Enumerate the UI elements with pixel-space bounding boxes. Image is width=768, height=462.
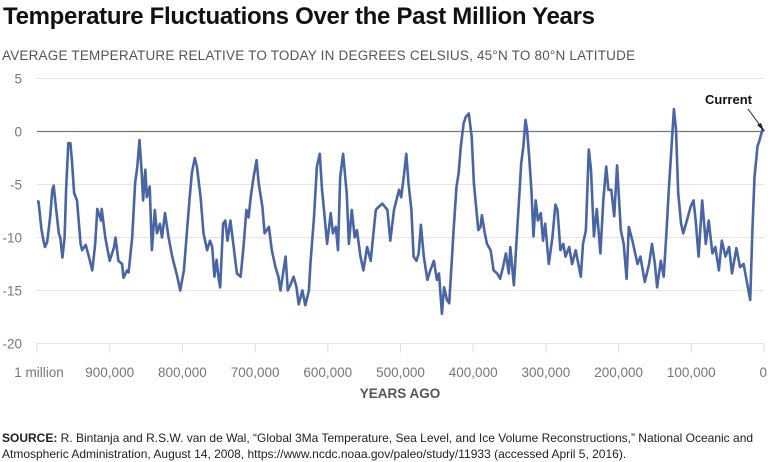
source-label: SOURCE: [2,431,58,445]
y-tick-label: -10 [2,231,22,246]
x-tick-label: 600,000 [303,365,352,380]
y-axis-label: AVERAGE TEMPERATURE RELATIVE TO TODAY IN… [2,48,636,63]
x-tick-label: 200,000 [594,365,643,380]
x-tick-label: 500,000 [376,365,425,380]
source-note: SOURCE: R. Bintanja and R.S.W. van de Wa… [2,430,762,462]
x-tick-label: 700,000 [231,365,280,380]
y-tick-label: 0 [14,125,22,140]
y-tick-label: -15 [2,284,22,299]
chart: 1 million 900,000 800,000 700,000 600,000 500… [2,72,767,402]
x-tick-label: 300,000 [521,365,570,380]
x-tick-label: 900,000 [85,365,134,380]
x-tick-label: 100,000 [667,365,716,380]
temperature-line [37,107,766,316]
y-tick-label: -5 [10,178,22,193]
current-annotation: Current [705,92,753,107]
source-text: R. Bintanja and R.S.W. van de Wal, “Glob… [2,431,754,461]
x-tick-label: 1 million [14,365,64,380]
x-tick-label: 400,000 [449,365,498,380]
chart-title: Temperature Fluctuations Over the Past M… [3,3,595,30]
y-tick-label: -20 [2,337,22,352]
y-tick-label: 5 [14,72,22,87]
x-tick-label: 800,000 [158,365,207,380]
current-arrowhead [757,123,764,131]
x-axis-label: YEARS AGO [360,386,441,401]
x-tick-label: 0 [759,365,767,380]
